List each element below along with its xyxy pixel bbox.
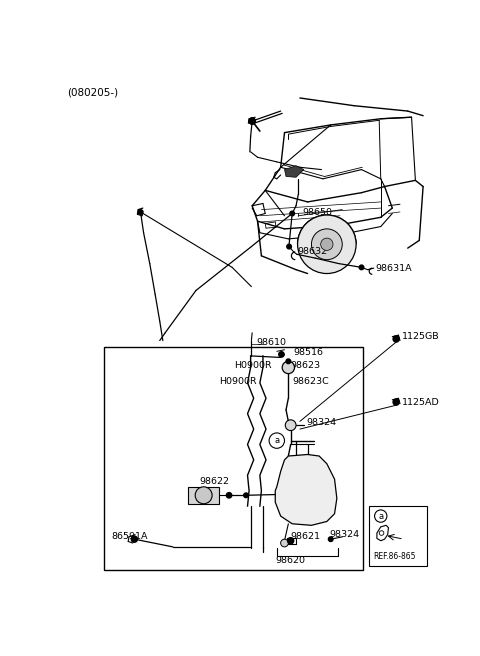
Circle shape	[227, 493, 232, 498]
Text: 98621: 98621	[291, 533, 321, 541]
Bar	[369, 506, 427, 566]
Circle shape	[281, 539, 288, 547]
Text: 98623: 98623	[291, 361, 321, 371]
Text: 98324: 98324	[329, 530, 360, 539]
Text: a: a	[378, 512, 384, 521]
Circle shape	[359, 265, 364, 270]
Text: 98631A: 98631A	[375, 264, 412, 273]
Circle shape	[244, 493, 248, 498]
Circle shape	[279, 352, 284, 357]
Bar	[188, 487, 219, 504]
Circle shape	[298, 215, 356, 274]
Circle shape	[285, 420, 296, 430]
Text: H0900R: H0900R	[234, 361, 272, 371]
Text: (080205-): (080205-)	[67, 88, 119, 98]
Circle shape	[282, 361, 295, 374]
Polygon shape	[275, 455, 337, 525]
Circle shape	[249, 118, 255, 124]
Text: 98620: 98620	[276, 556, 306, 565]
Circle shape	[131, 536, 137, 543]
Circle shape	[288, 538, 294, 544]
Text: 98516: 98516	[294, 348, 324, 358]
Polygon shape	[285, 166, 304, 177]
Text: 98324: 98324	[306, 418, 336, 426]
Circle shape	[249, 118, 255, 124]
Text: REF.86-865: REF.86-865	[373, 552, 416, 561]
Text: a: a	[274, 436, 279, 445]
Circle shape	[286, 359, 291, 363]
Circle shape	[287, 244, 291, 249]
Text: 1125AD: 1125AD	[402, 398, 440, 407]
Circle shape	[321, 238, 333, 251]
Circle shape	[393, 336, 399, 342]
Bar	[104, 346, 363, 570]
Circle shape	[195, 487, 212, 504]
Circle shape	[393, 399, 399, 405]
Text: 98632: 98632	[298, 247, 328, 256]
Text: 98650: 98650	[302, 208, 332, 217]
Text: 86591A: 86591A	[111, 531, 148, 541]
Circle shape	[138, 210, 143, 215]
Text: 98623C: 98623C	[292, 377, 329, 386]
Text: 98622: 98622	[200, 477, 230, 486]
Text: 1125GB: 1125GB	[402, 332, 440, 341]
Circle shape	[312, 229, 342, 260]
Text: H0900R: H0900R	[219, 377, 257, 386]
Circle shape	[290, 211, 295, 216]
Circle shape	[328, 537, 333, 541]
Text: 98610: 98610	[256, 338, 286, 346]
